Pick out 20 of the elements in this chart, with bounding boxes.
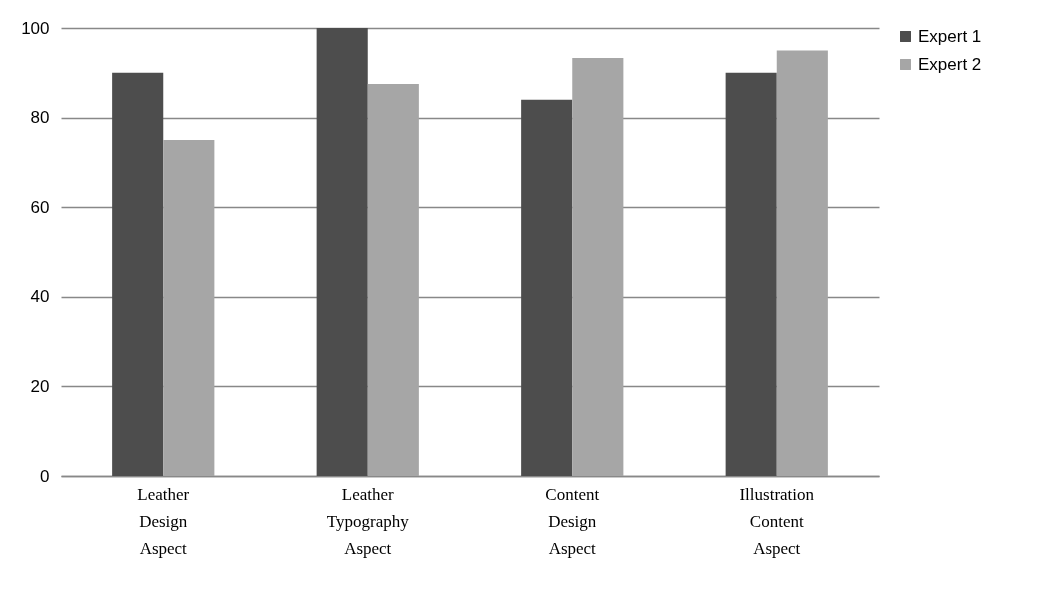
- y-tick-label: 40: [30, 287, 50, 307]
- y-tick-label: 0: [40, 466, 50, 486]
- bar: [572, 58, 624, 476]
- y-tick-label: 20: [30, 376, 50, 396]
- x-tick-label: Leather Design Aspect: [137, 484, 190, 558]
- bar: [367, 84, 419, 476]
- bar: [776, 50, 828, 476]
- bar: [521, 99, 573, 476]
- x-tick-label: Content Design Aspect: [545, 484, 600, 558]
- y-tick-label: 100: [21, 18, 50, 38]
- bar: [163, 140, 215, 476]
- bar: [112, 72, 164, 476]
- legend-label: Expert 2: [918, 54, 982, 74]
- bar: [725, 72, 777, 476]
- legend-label: Expert 1: [918, 26, 982, 46]
- x-tick-label: Leather Typography Aspect: [326, 484, 410, 558]
- y-tick-label: 60: [30, 197, 50, 217]
- y-tick-label: 80: [30, 108, 50, 128]
- x-tick-label: Illustration Content Aspect: [739, 484, 815, 558]
- bar: [316, 28, 368, 476]
